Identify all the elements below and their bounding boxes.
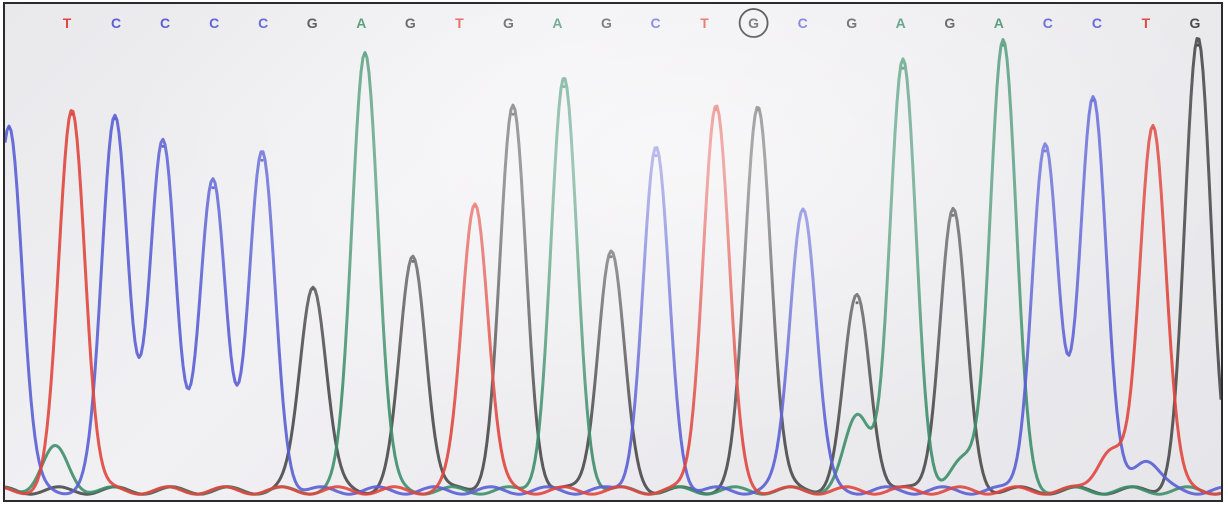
base-call-11: G <box>601 15 612 31</box>
trace-C <box>5 95 1221 496</box>
base-call-8: T <box>455 15 464 31</box>
peak-1 <box>70 112 74 116</box>
base-call-3: C <box>209 15 219 31</box>
peak-7 <box>363 52 367 56</box>
peak-24 <box>1196 43 1200 47</box>
peak-2 <box>113 117 117 121</box>
base-call-18: G <box>944 15 955 31</box>
peak-23 <box>1151 126 1155 130</box>
peak-14 <box>714 108 718 112</box>
base-call-10: A <box>552 15 562 31</box>
base-call-2: C <box>160 15 170 31</box>
peak-0 <box>7 126 11 130</box>
trace-T <box>5 104 1221 496</box>
base-call-14: G <box>748 15 759 31</box>
base-call-6: A <box>356 15 366 31</box>
peak-6 <box>311 287 315 291</box>
trace-G <box>5 37 1221 496</box>
peak-18 <box>901 66 905 70</box>
base-call-22: T <box>1142 15 1151 31</box>
peak-10 <box>511 112 515 116</box>
peak-13 <box>654 154 658 158</box>
peak-5 <box>260 158 264 162</box>
base-call-20: C <box>1043 15 1053 31</box>
peak-11 <box>562 85 566 89</box>
peak-12 <box>609 255 613 259</box>
base-call-1: C <box>111 15 121 31</box>
peak-9 <box>473 204 477 208</box>
peak-19 <box>951 213 955 217</box>
peak-15 <box>756 108 760 112</box>
base-call-12: C <box>650 15 660 31</box>
base-call-5: G <box>307 15 318 31</box>
peak-21 <box>1043 149 1047 153</box>
base-call-9: G <box>503 15 514 31</box>
base-call-15: C <box>798 15 808 31</box>
base-call-13: T <box>700 15 709 31</box>
base-call-0: T <box>63 15 72 31</box>
peak-8 <box>411 259 415 263</box>
peak-20 <box>1001 43 1005 47</box>
base-call-19: A <box>994 15 1004 31</box>
base-call-4: C <box>258 15 268 31</box>
base-call-21: C <box>1092 15 1102 31</box>
base-call-17: A <box>896 15 906 31</box>
peak-17 <box>855 301 859 305</box>
peak-22 <box>1091 98 1095 102</box>
peak-3 <box>161 144 165 148</box>
base-call-23: G <box>1190 15 1201 31</box>
base-call-7: G <box>405 15 416 31</box>
peak-4 <box>211 186 215 190</box>
peak-16 <box>801 209 805 213</box>
base-call-16: G <box>846 15 857 31</box>
trace-A <box>5 38 1221 496</box>
